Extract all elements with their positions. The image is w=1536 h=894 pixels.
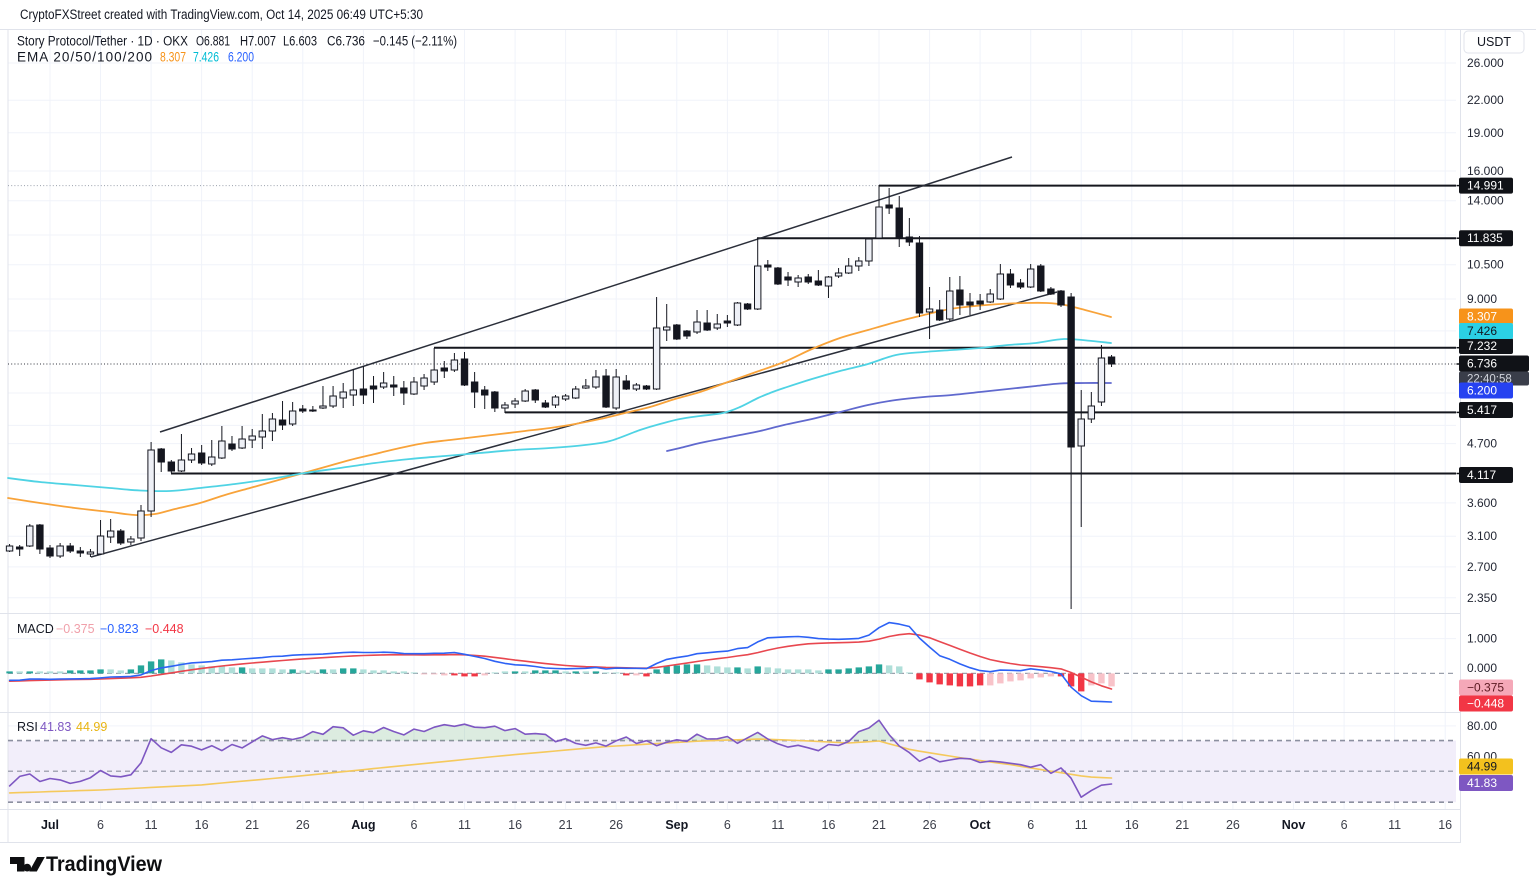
svg-text:C6.736: C6.736 bbox=[327, 34, 365, 49]
svg-text:5.417: 5.417 bbox=[1467, 403, 1497, 417]
svg-text:9.000: 9.000 bbox=[1467, 292, 1497, 306]
svg-text:4.700: 4.700 bbox=[1467, 437, 1497, 451]
svg-text:6: 6 bbox=[724, 818, 731, 832]
svg-text:26: 26 bbox=[1226, 818, 1240, 832]
svg-text:16: 16 bbox=[195, 818, 209, 832]
svg-text:−0.823: −0.823 bbox=[100, 622, 139, 636]
svg-text:6.736: 6.736 bbox=[1467, 357, 1497, 371]
svg-text:21: 21 bbox=[245, 818, 259, 832]
svg-text:26: 26 bbox=[296, 818, 310, 832]
svg-text:6: 6 bbox=[1341, 818, 1348, 832]
svg-text:11.835: 11.835 bbox=[1467, 231, 1503, 245]
svg-text:0.000: 0.000 bbox=[1467, 661, 1497, 675]
svg-text:41.83: 41.83 bbox=[40, 720, 71, 734]
svg-text:Jul: Jul bbox=[41, 818, 59, 832]
svg-text:11: 11 bbox=[145, 818, 158, 832]
svg-text:−0.375: −0.375 bbox=[56, 622, 95, 636]
svg-text:11: 11 bbox=[771, 818, 784, 832]
svg-text:21: 21 bbox=[872, 818, 886, 832]
svg-text:−0.448: −0.448 bbox=[1467, 697, 1504, 711]
svg-text:MACD: MACD bbox=[17, 622, 54, 636]
svg-text:7.426: 7.426 bbox=[193, 50, 219, 65]
svg-text:−0.145 (−2.11%): −0.145 (−2.11%) bbox=[373, 34, 457, 49]
svg-text:26: 26 bbox=[609, 818, 623, 832]
svg-text:8.307: 8.307 bbox=[160, 50, 186, 65]
svg-text:Oct: Oct bbox=[970, 818, 992, 832]
svg-text:USDT: USDT bbox=[1477, 35, 1511, 49]
svg-text:22.000: 22.000 bbox=[1467, 93, 1504, 107]
svg-text:14.000: 14.000 bbox=[1467, 194, 1504, 208]
svg-text:TradingView: TradingView bbox=[46, 853, 163, 876]
svg-text:Story Protocol/Tether · 1D · O: Story Protocol/Tether · 1D · OKX bbox=[17, 34, 188, 49]
svg-text:Sep: Sep bbox=[665, 818, 688, 832]
svg-text:EMA 20/50/100/200: EMA 20/50/100/200 bbox=[17, 50, 152, 65]
svg-text:6: 6 bbox=[97, 818, 104, 832]
svg-text:−0.375: −0.375 bbox=[1467, 681, 1504, 695]
svg-text:26.000: 26.000 bbox=[1467, 56, 1504, 70]
svg-text:16: 16 bbox=[1438, 818, 1452, 832]
svg-text:−0.448: −0.448 bbox=[145, 622, 184, 636]
svg-text:4.117: 4.117 bbox=[1467, 468, 1496, 482]
svg-text:2.350: 2.350 bbox=[1467, 591, 1497, 605]
svg-text:Nov: Nov bbox=[1282, 818, 1306, 832]
svg-text:80.00: 80.00 bbox=[1467, 719, 1497, 733]
svg-text:7.232: 7.232 bbox=[1467, 339, 1497, 353]
svg-text:3.600: 3.600 bbox=[1467, 496, 1497, 510]
svg-text:7.426: 7.426 bbox=[1467, 324, 1497, 338]
svg-text:11: 11 bbox=[1075, 818, 1088, 832]
svg-text:26: 26 bbox=[923, 818, 937, 832]
svg-text:6: 6 bbox=[1027, 818, 1034, 832]
svg-text:10.500: 10.500 bbox=[1467, 258, 1504, 272]
svg-text:1.000: 1.000 bbox=[1467, 632, 1497, 646]
svg-text:O6.881: O6.881 bbox=[196, 34, 230, 49]
svg-text:21: 21 bbox=[559, 818, 573, 832]
svg-text:6.200: 6.200 bbox=[228, 50, 254, 65]
svg-text:6.200: 6.200 bbox=[1467, 384, 1497, 398]
svg-text:16: 16 bbox=[1125, 818, 1139, 832]
svg-text:11: 11 bbox=[458, 818, 471, 832]
svg-text:44.99: 44.99 bbox=[1467, 760, 1497, 774]
svg-text:H7.007: H7.007 bbox=[240, 34, 276, 49]
svg-text:CryptoFXStreet created with Tr: CryptoFXStreet created with TradingView.… bbox=[20, 7, 423, 22]
svg-text:19.000: 19.000 bbox=[1467, 126, 1504, 140]
svg-text:44.99: 44.99 bbox=[76, 720, 107, 734]
svg-text:11: 11 bbox=[1388, 818, 1401, 832]
svg-text:Aug: Aug bbox=[351, 818, 375, 832]
svg-text:2.700: 2.700 bbox=[1467, 560, 1497, 574]
svg-text:21: 21 bbox=[1175, 818, 1189, 832]
svg-text:8.307: 8.307 bbox=[1467, 310, 1497, 324]
svg-text:16.000: 16.000 bbox=[1467, 164, 1504, 178]
svg-text:3.100: 3.100 bbox=[1467, 529, 1497, 543]
svg-text:16: 16 bbox=[508, 818, 522, 832]
svg-text:16: 16 bbox=[822, 818, 836, 832]
svg-text:6: 6 bbox=[411, 818, 418, 832]
svg-text:14.991: 14.991 bbox=[1467, 179, 1504, 193]
svg-text:RSI: RSI bbox=[17, 720, 38, 734]
svg-text:L6.603: L6.603 bbox=[283, 34, 317, 49]
svg-text:41.83: 41.83 bbox=[1467, 776, 1497, 790]
